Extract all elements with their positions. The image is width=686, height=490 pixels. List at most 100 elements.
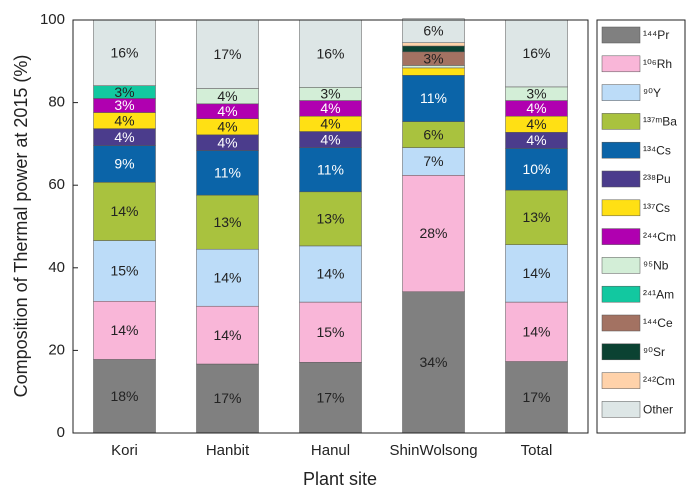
legend-swatch <box>601 84 641 101</box>
y-tick-label: 20 <box>48 341 65 358</box>
legend-label: ²⁴²Cm <box>643 374 675 388</box>
value-label: 6% <box>423 22 443 38</box>
bar-segment <box>93 182 156 241</box>
bar-segment <box>299 301 362 363</box>
value-label: 4% <box>320 100 340 116</box>
bar-segment <box>196 248 259 307</box>
legend-label: ⁹⁰Sr <box>643 345 665 359</box>
value-label: 3% <box>423 50 443 66</box>
legend-swatch <box>601 314 641 332</box>
value-label: 4% <box>217 88 237 104</box>
value-label: 13% <box>316 211 344 227</box>
value-label: 16% <box>522 45 550 61</box>
value-label: 15% <box>316 324 344 340</box>
value-label: 13% <box>522 209 550 225</box>
legend-swatch <box>601 55 641 73</box>
value-label: 11% <box>420 90 447 106</box>
value-label: 14% <box>110 203 138 219</box>
legend-swatch <box>601 285 641 303</box>
bar-segment <box>299 362 362 434</box>
legend: ¹⁴⁴Pr ¹⁰⁶Rh ⁹⁰Y ¹³⁷ᵐBa ¹³⁴Cs ²³⁸Pu ¹³⁷Cs ²⁴⁴Cm ⁹… <box>596 19 686 434</box>
legend-swatch <box>601 372 641 389</box>
value-label: 4% <box>114 112 134 128</box>
bar-segment <box>93 301 156 360</box>
value-label: 9% <box>114 156 134 172</box>
value-label: 4% <box>217 103 237 119</box>
value-label: 4% <box>526 116 546 132</box>
value-label: 14% <box>522 324 550 340</box>
legend-label: ¹⁰⁶Rh <box>643 57 672 71</box>
value-label: 3% <box>114 84 134 100</box>
x-tick-label: Hanbit <box>206 442 250 459</box>
bar-segment <box>299 19 362 88</box>
value-label: 14% <box>213 327 241 343</box>
legend-swatch <box>601 257 641 274</box>
bar-segment <box>402 18 465 43</box>
value-label: 4% <box>217 134 237 150</box>
bar-segment <box>299 245 362 303</box>
bar-segment <box>299 191 362 247</box>
legend-frame <box>596 19 686 434</box>
y-tick-label: 60 <box>48 176 65 193</box>
value-label: 17% <box>522 389 550 405</box>
legend-swatch <box>601 401 641 418</box>
x-axis-label: Plant site <box>303 469 377 489</box>
legend-swatch <box>601 199 641 217</box>
legend-label: ¹⁴⁴Ce <box>643 316 673 330</box>
value-label: 4% <box>526 100 546 116</box>
value-label: 14% <box>213 269 241 285</box>
bar-segment <box>93 145 156 183</box>
value-label: 17% <box>316 389 344 405</box>
value-label: 16% <box>110 45 138 61</box>
bar-segment <box>93 240 156 302</box>
legend-swatch <box>601 141 641 159</box>
legend-label: ¹⁴⁴Pr <box>643 28 669 42</box>
legend-swatch <box>601 26 641 44</box>
value-label: 4% <box>114 129 134 145</box>
bar-segment <box>505 148 568 191</box>
y-tick-label: 80 <box>48 94 65 111</box>
value-label: 16% <box>316 45 344 61</box>
bar-segment <box>505 244 568 303</box>
x-tick-label: Kori <box>111 442 138 459</box>
legend-label: ¹³⁴Cs <box>643 143 671 157</box>
legend-label: ⁹⁵Nb <box>643 259 669 273</box>
legend-swatch <box>601 343 641 361</box>
value-label: 15% <box>110 263 138 279</box>
legend-label: ²³⁸Pu <box>643 172 671 186</box>
value-label: 17% <box>213 46 241 62</box>
value-label: 4% <box>526 132 546 148</box>
value-label: 4% <box>217 118 237 134</box>
bar-segment <box>93 19 156 86</box>
bar-segment <box>402 67 465 76</box>
legend-label: Other <box>643 403 673 417</box>
bar-segment <box>402 147 465 176</box>
value-label: 11% <box>317 161 344 177</box>
bar-segment <box>505 301 568 362</box>
legend-label: ¹³⁷ᵐBa <box>643 115 677 129</box>
x-tick-label: ShinWolsong <box>389 442 477 459</box>
value-label: 28% <box>419 225 447 241</box>
bar-segment <box>402 121 465 148</box>
x-tick-label: Hanul <box>311 442 350 459</box>
value-label: 14% <box>316 266 344 282</box>
legend-label: ²⁴¹Am <box>643 287 674 301</box>
bar-segment <box>402 175 465 293</box>
bar-segment <box>196 19 259 89</box>
bar-segment <box>505 361 568 434</box>
legend-swatch <box>601 228 641 245</box>
value-label: 3% <box>526 85 546 101</box>
legend-label: ¹³⁷Cs <box>643 201 670 215</box>
value-label: 3% <box>114 97 134 113</box>
value-label: 13% <box>213 214 241 230</box>
value-label: 18% <box>110 388 138 404</box>
bar-segment <box>505 189 568 245</box>
legend-label: ⁹⁰Y <box>643 86 661 100</box>
value-label: 11% <box>214 165 241 181</box>
value-label: 7% <box>423 153 443 169</box>
x-tick-label: Total <box>521 442 553 459</box>
value-label: 3% <box>320 86 340 102</box>
y-tick-label: 0 <box>57 424 65 441</box>
y-tick-label: 100 <box>40 11 65 28</box>
